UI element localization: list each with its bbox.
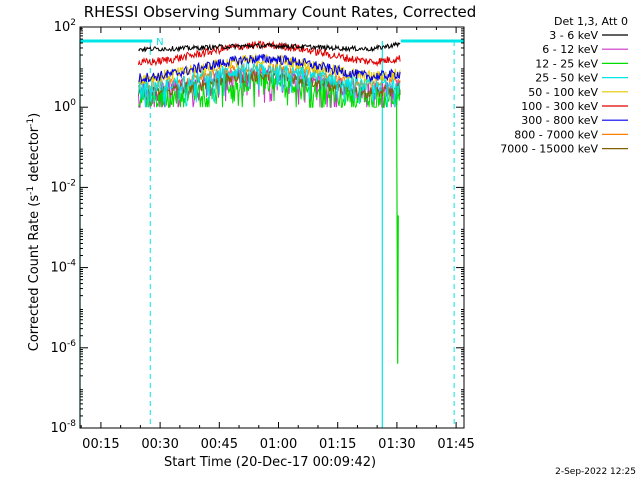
series-line — [138, 53, 401, 84]
x-tick-label: 01:45 — [437, 437, 474, 452]
y-tick-label: 10-4 — [50, 259, 76, 276]
y-tick-label: 100 — [54, 98, 77, 115]
x-tick-label: 01:30 — [378, 437, 415, 452]
y-label-part: detector — [27, 126, 42, 186]
x-tick-label: 01:00 — [260, 437, 297, 452]
legend-header: Det 1,3, Att 0 — [554, 15, 628, 28]
legend-label: 300 - 800 keV — [521, 114, 598, 127]
series-line — [137, 53, 401, 85]
y-tick-label: 10-2 — [50, 178, 76, 195]
series-line — [137, 40, 401, 68]
x-tick-label: 01:15 — [319, 437, 356, 452]
legend-label: 100 - 300 keV — [521, 100, 598, 113]
chart-title: RHESSI Observing Summary Count Rates, Co… — [84, 3, 477, 21]
legend-label: 25 - 50 keV — [535, 72, 598, 85]
series-line — [138, 41, 401, 53]
y-tick-label: 10-8 — [50, 419, 76, 436]
series-line — [137, 61, 401, 108]
legend-label: 800 - 7000 keV — [514, 128, 598, 141]
y-tick-label: 102 — [54, 18, 76, 35]
legend-label: 50 - 100 keV — [528, 86, 598, 99]
x-axis: 00:15 00:30 00:45 01:00 01:15 01:30 01:45 — [80, 27, 475, 452]
night-marker: N — [156, 37, 163, 48]
y-label-superscript: -1 — [26, 118, 36, 127]
y-axis: 102 100 10-2 10-4 10-6 10-8 — [50, 18, 464, 436]
y-axis-label: Corrected Count Rate (s-1 detector-1) — [26, 113, 42, 351]
x-tick-label: 00:45 — [201, 437, 238, 452]
plot-frame — [79, 26, 465, 429]
plot-area: N — [79, 37, 464, 428]
y-tick-label: 10-6 — [50, 339, 76, 356]
x-axis-label: Start Time (20-Dec-17 00:09:42) — [164, 455, 376, 470]
y-label-part: ) — [27, 113, 42, 118]
legend-label: 12 - 25 keV — [535, 57, 598, 70]
y-label-part: Corrected Count Rate (s — [27, 195, 42, 352]
legend-label: 7000 - 15000 keV — [500, 143, 598, 156]
generation-timestamp: 2-Sep-2022 12:25 — [555, 467, 636, 477]
series-dropout — [395, 88, 399, 364]
legend-label: 6 - 12 keV — [542, 43, 598, 56]
legend-label: 3 - 6 keV — [549, 29, 598, 42]
x-tick-label: 00:30 — [141, 437, 178, 452]
x-tick-label: 00:15 — [82, 437, 119, 452]
y-label-superscript: -1 — [26, 186, 36, 195]
series-line — [137, 70, 401, 109]
